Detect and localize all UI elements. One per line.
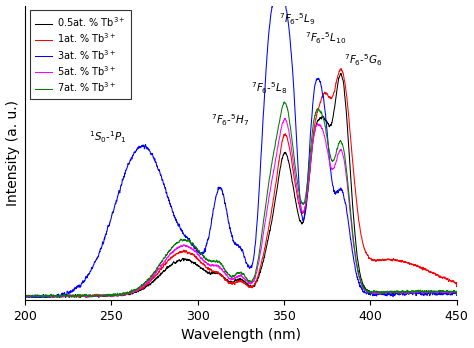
1at. % Tb$^{3+}$ xyxy=(188,252,193,256)
3at. % Tb$^{3+}$ xyxy=(206,233,212,237)
0.5at. % Tb$^{3+}$ xyxy=(97,294,103,298)
3at. % Tb$^{3+}$ xyxy=(72,287,77,292)
5at. % Tb$^{3+}$ xyxy=(282,116,288,120)
0.5at. % Tb$^{3+}$ xyxy=(188,259,193,263)
Y-axis label: Intensity (a. u.): Intensity (a. u.) xyxy=(6,100,19,206)
5at. % Tb$^{3+}$ xyxy=(445,290,451,294)
0.5at. % Tb$^{3+}$ xyxy=(445,290,451,294)
Line: 3at. % Tb$^{3+}$: 3at. % Tb$^{3+}$ xyxy=(25,0,456,298)
7at. % Tb$^{3+}$ xyxy=(22,295,28,300)
Text: $^7F_6$-$^5L_9$: $^7F_6$-$^5L_9$ xyxy=(279,12,315,27)
7at. % Tb$^{3+}$ xyxy=(445,290,451,294)
5at. % Tb$^{3+}$ xyxy=(399,290,404,294)
5at. % Tb$^{3+}$ xyxy=(206,263,212,267)
1at. % Tb$^{3+}$ xyxy=(97,294,103,298)
7at. % Tb$^{3+}$ xyxy=(399,289,404,293)
Text: $^7F_6$-$^5G_6$: $^7F_6$-$^5G_6$ xyxy=(344,53,383,68)
0.5at. % Tb$^{3+}$ xyxy=(72,294,77,299)
3at. % Tb$^{3+}$ xyxy=(97,250,103,254)
Text: $^1S_0$-$^1P_1$: $^1S_0$-$^1P_1$ xyxy=(89,129,127,145)
5at. % Tb$^{3+}$ xyxy=(72,294,77,298)
Legend: 0.5at. % Tb$^{3+}$, 1at. % Tb$^{3+}$, 3at. % Tb$^{3+}$, 5at. % Tb$^{3+}$, 7at. %: 0.5at. % Tb$^{3+}$, 1at. % Tb$^{3+}$, 3a… xyxy=(30,10,131,99)
0.5at. % Tb$^{3+}$ xyxy=(454,292,459,296)
3at. % Tb$^{3+}$ xyxy=(22,295,28,300)
7at. % Tb$^{3+}$ xyxy=(72,294,77,298)
7at. % Tb$^{3+}$ xyxy=(97,293,103,297)
7at. % Tb$^{3+}$ xyxy=(281,100,287,104)
3at. % Tb$^{3+}$ xyxy=(445,291,451,295)
Line: 7at. % Tb$^{3+}$: 7at. % Tb$^{3+}$ xyxy=(25,102,456,298)
7at. % Tb$^{3+}$ xyxy=(454,292,459,296)
Line: 0.5at. % Tb$^{3+}$: 0.5at. % Tb$^{3+}$ xyxy=(25,73,456,298)
Text: $^7F_6$-$^5L_8$: $^7F_6$-$^5L_8$ xyxy=(251,80,288,96)
Line: 5at. % Tb$^{3+}$: 5at. % Tb$^{3+}$ xyxy=(25,118,456,298)
0.5at. % Tb$^{3+}$ xyxy=(206,270,212,274)
1at. % Tb$^{3+}$ xyxy=(445,278,451,282)
0.5at. % Tb$^{3+}$ xyxy=(399,290,404,294)
1at. % Tb$^{3+}$ xyxy=(338,66,344,71)
1at. % Tb$^{3+}$ xyxy=(72,295,77,299)
5at. % Tb$^{3+}$ xyxy=(97,294,103,298)
1at. % Tb$^{3+}$ xyxy=(454,285,459,289)
0.5at. % Tb$^{3+}$ xyxy=(22,295,28,300)
5at. % Tb$^{3+}$ xyxy=(22,295,28,300)
7at. % Tb$^{3+}$ xyxy=(188,241,193,245)
Line: 1at. % Tb$^{3+}$: 1at. % Tb$^{3+}$ xyxy=(25,69,456,298)
1at. % Tb$^{3+}$ xyxy=(22,295,28,300)
3at. % Tb$^{3+}$ xyxy=(188,241,193,245)
0.5at. % Tb$^{3+}$ xyxy=(338,71,344,76)
5at. % Tb$^{3+}$ xyxy=(454,292,459,296)
Text: $^7F_6$-$^5L_{10}$: $^7F_6$-$^5L_{10}$ xyxy=(305,31,346,47)
3at. % Tb$^{3+}$ xyxy=(399,291,404,295)
Text: $^7F_6$-$^5H_7$: $^7F_6$-$^5H_7$ xyxy=(211,113,250,128)
3at. % Tb$^{3+}$ xyxy=(454,293,459,298)
X-axis label: Wavelength (nm): Wavelength (nm) xyxy=(181,329,301,342)
5at. % Tb$^{3+}$ xyxy=(188,246,193,251)
7at. % Tb$^{3+}$ xyxy=(206,259,212,263)
1at. % Tb$^{3+}$ xyxy=(206,267,212,271)
1at. % Tb$^{3+}$ xyxy=(399,260,404,264)
